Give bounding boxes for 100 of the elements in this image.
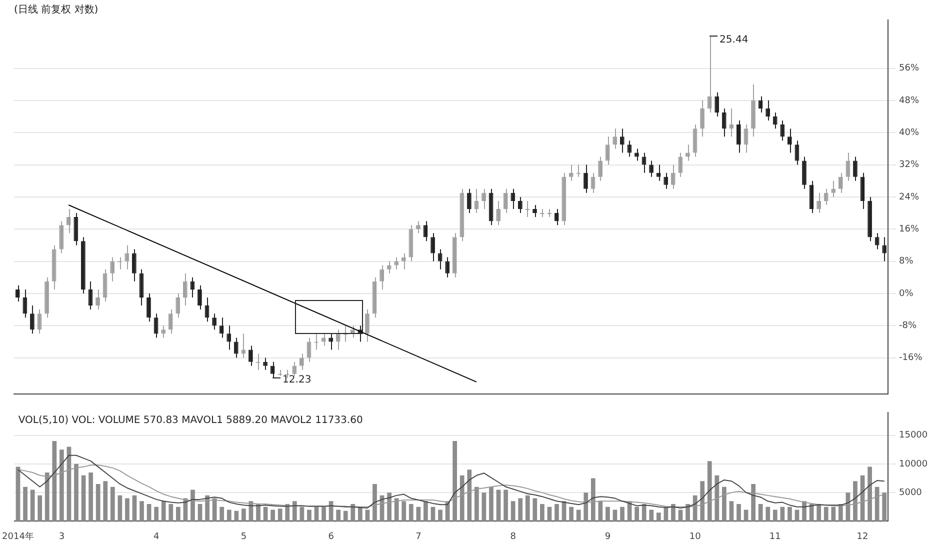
candlestick bbox=[525, 200, 530, 218]
candlestick bbox=[634, 148, 639, 162]
bar bbox=[504, 490, 508, 522]
candlestick bbox=[598, 156, 602, 182]
bar bbox=[518, 498, 523, 522]
candlestick bbox=[510, 188, 516, 210]
bar bbox=[278, 508, 282, 522]
bar bbox=[176, 506, 180, 522]
bar bbox=[350, 504, 356, 522]
candlestick bbox=[380, 264, 384, 290]
chart-title: (日线 前复权 对数) bbox=[14, 4, 98, 16]
bar bbox=[525, 495, 530, 522]
annotation: 25.44 bbox=[720, 34, 748, 46]
candlestick bbox=[219, 317, 224, 338]
bar bbox=[402, 501, 406, 522]
bar bbox=[292, 501, 297, 522]
bar bbox=[343, 510, 348, 522]
bar bbox=[81, 475, 86, 522]
bar bbox=[547, 506, 552, 522]
bar bbox=[140, 501, 144, 522]
candlestick bbox=[532, 204, 537, 218]
candlestick bbox=[263, 357, 268, 370]
candlestick bbox=[678, 152, 683, 178]
candlestick bbox=[336, 329, 340, 350]
bar bbox=[868, 466, 872, 522]
bar bbox=[110, 486, 115, 522]
bar bbox=[882, 492, 887, 522]
bar bbox=[780, 506, 785, 522]
candlestick bbox=[824, 188, 828, 206]
bar bbox=[132, 495, 137, 522]
y-tick-label: 40% bbox=[899, 128, 920, 138]
bar bbox=[118, 495, 122, 522]
bar bbox=[394, 498, 399, 522]
bar bbox=[853, 481, 858, 522]
candlestick bbox=[482, 188, 486, 210]
bar bbox=[242, 508, 246, 522]
candlestick bbox=[503, 188, 508, 214]
annotation: 12.23 bbox=[282, 374, 312, 386]
bar bbox=[125, 498, 130, 522]
bar bbox=[824, 506, 828, 522]
candlestick bbox=[467, 188, 472, 214]
bar bbox=[474, 486, 479, 522]
candlestick bbox=[554, 208, 559, 226]
bar bbox=[656, 512, 661, 522]
x-tick-label: 7 bbox=[416, 532, 422, 542]
candlestick bbox=[430, 232, 435, 262]
bar bbox=[212, 498, 217, 522]
candlestick bbox=[568, 164, 574, 182]
bar bbox=[598, 501, 603, 522]
candlestick bbox=[838, 172, 843, 194]
y-tick-label: 10000 bbox=[899, 459, 928, 470]
candlestick bbox=[664, 172, 668, 190]
candlestick bbox=[766, 100, 770, 122]
candlestick bbox=[656, 164, 661, 182]
y-tick-label: -16% bbox=[899, 353, 923, 364]
bar bbox=[831, 506, 836, 522]
x-tick-label: 5 bbox=[240, 532, 247, 542]
bar bbox=[300, 506, 304, 522]
bar bbox=[532, 498, 538, 522]
bar bbox=[168, 504, 174, 522]
candlestick bbox=[161, 325, 166, 338]
candlestick bbox=[772, 112, 778, 130]
bar bbox=[554, 504, 559, 522]
bar bbox=[263, 506, 268, 522]
bar bbox=[452, 441, 458, 522]
candlestick bbox=[518, 196, 522, 214]
x-tick-label: 12 bbox=[856, 532, 868, 542]
candlestick bbox=[802, 156, 806, 190]
bar bbox=[510, 501, 516, 522]
bar bbox=[700, 481, 705, 522]
y-tick-label: -8% bbox=[899, 320, 917, 331]
bar bbox=[707, 461, 712, 522]
bar bbox=[52, 441, 57, 522]
candlestick bbox=[30, 305, 34, 334]
bar bbox=[590, 478, 596, 522]
bar bbox=[23, 486, 28, 522]
bar bbox=[794, 510, 800, 522]
bar bbox=[584, 492, 588, 522]
bar bbox=[540, 504, 544, 522]
candlestick bbox=[401, 252, 406, 270]
bar bbox=[620, 506, 624, 522]
bar bbox=[744, 510, 748, 522]
bar bbox=[678, 510, 683, 522]
candlestick bbox=[176, 292, 180, 318]
bar bbox=[482, 492, 486, 522]
bar bbox=[372, 484, 377, 522]
y-tick-label: 5000 bbox=[899, 488, 922, 498]
x-tick-label: 9 bbox=[604, 532, 611, 542]
bar bbox=[322, 506, 326, 522]
candlestick bbox=[328, 333, 334, 350]
bar bbox=[736, 504, 741, 522]
candlestick bbox=[642, 152, 646, 174]
candlestick bbox=[96, 288, 100, 310]
bar bbox=[256, 504, 260, 522]
bar bbox=[226, 510, 232, 522]
bar bbox=[430, 506, 436, 522]
x-tick-label: 2014年 bbox=[2, 530, 34, 542]
candlestick bbox=[300, 353, 304, 370]
candlestick bbox=[649, 160, 654, 178]
bar bbox=[438, 510, 442, 522]
